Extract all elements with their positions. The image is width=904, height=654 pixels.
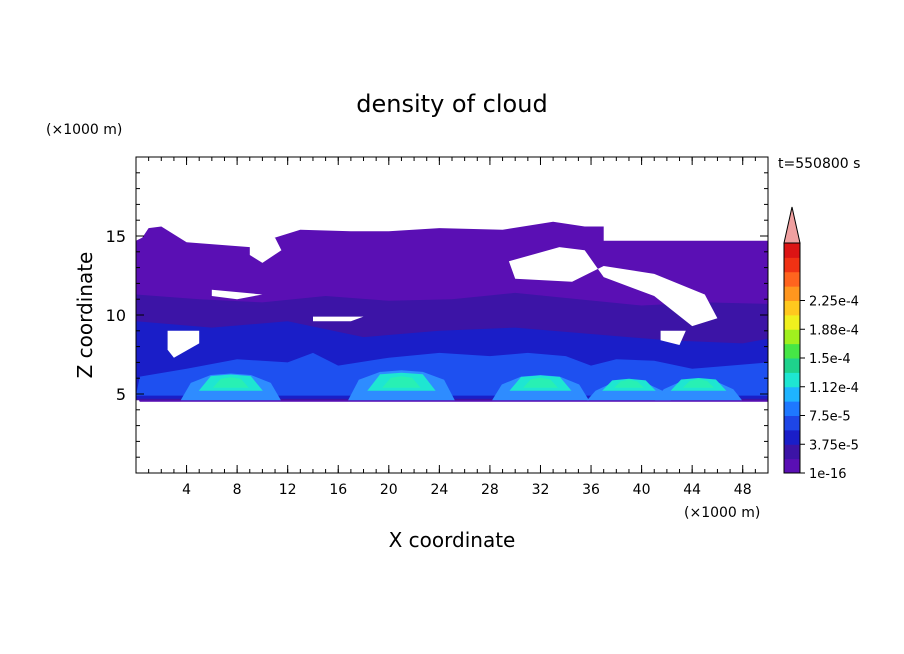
colorbar: 1e-16 3.75e-5 7.5e-5 1.12e-4 1.5e-4 1.88e-4 2.… [783, 206, 859, 482]
cloud-core-peak-2 [382, 376, 421, 388]
y-axis-ticks: 5 10 15 [106, 172, 768, 458]
cloud-gap-2 [211, 289, 263, 300]
layer-base [139, 401, 769, 404]
cloud-core-peak-5 [682, 379, 715, 388]
colorbar-swatch [784, 458, 800, 474]
cloud-gap-3 [508, 247, 718, 327]
x-tick-label: 24 [430, 482, 448, 498]
cloud-gap-4 [167, 330, 200, 358]
colorbar-swatch [784, 401, 800, 416]
x-tick-label: 16 [329, 482, 347, 498]
x-tick-label: 48 [734, 482, 752, 498]
colorbar-swatch [784, 257, 800, 273]
x-tick-label: 40 [633, 482, 651, 498]
colorbar-swatch [784, 271, 800, 287]
colorbar-swatch [784, 444, 800, 460]
colorbar-swatch [784, 343, 800, 359]
colorbar-label: 7.5e-5 [809, 410, 851, 425]
x-tick-label: 4 [182, 482, 191, 498]
x-tick-label: 36 [582, 482, 600, 498]
x-unit-label: (×1000 m) [684, 505, 760, 521]
colorbar-swatch [784, 314, 800, 330]
x-tick-label: 12 [279, 482, 297, 498]
cloud-gap-1 [249, 237, 282, 263]
y-tick-label: 15 [106, 227, 126, 246]
colorbar-swatch [784, 286, 800, 301]
colorbar-swatch [784, 243, 800, 258]
x-tick-label: 44 [683, 482, 701, 498]
x-tick-label: 28 [481, 482, 499, 498]
cloud-gap-5 [313, 316, 364, 322]
cloud-gap-6 [660, 330, 686, 345]
density-field [136, 221, 769, 404]
colorbar-swatch [784, 429, 800, 445]
x-axis-ticks: 4 8 12 16 20 24 28 32 36 40 44 48 [148, 157, 756, 498]
colorbar-swatch [784, 415, 800, 431]
colorbar-label: 2.25e-4 [809, 295, 859, 310]
colorbar-label: 1.88e-4 [809, 323, 859, 338]
x-axis-title: X coordinate [389, 528, 516, 552]
y-tick-label: 5 [116, 385, 126, 404]
cloud-core-peak-3 [523, 377, 558, 388]
colorbar-swatch [784, 386, 800, 402]
x-tick-label: 8 [233, 482, 242, 498]
cloud-core-peak-4 [613, 379, 644, 388]
x-tick-label: 20 [380, 482, 398, 498]
x-tick-label: 32 [532, 482, 550, 498]
y-unit-label: (×1000 m) [46, 122, 122, 138]
colorbar-swatch [784, 329, 800, 345]
colorbar-label: 3.75e-5 [809, 438, 859, 453]
colorbar-swatch [784, 372, 800, 388]
colorbar-swatch [784, 358, 800, 373]
colorbar-label: 1e-16 [809, 467, 847, 482]
colorbar-label: 1.5e-4 [809, 352, 851, 367]
cloud-core-peak-1 [212, 377, 249, 388]
y-tick-label: 10 [106, 306, 126, 325]
y-axis-title: Z coordinate [73, 252, 97, 379]
colorbar-label: 1.12e-4 [809, 381, 859, 396]
time-label: t=550800 s [778, 156, 860, 172]
colorbar-swatch [784, 300, 800, 316]
colorbar-extend-arrow [783, 206, 801, 244]
chart-title: density of cloud [356, 90, 547, 118]
